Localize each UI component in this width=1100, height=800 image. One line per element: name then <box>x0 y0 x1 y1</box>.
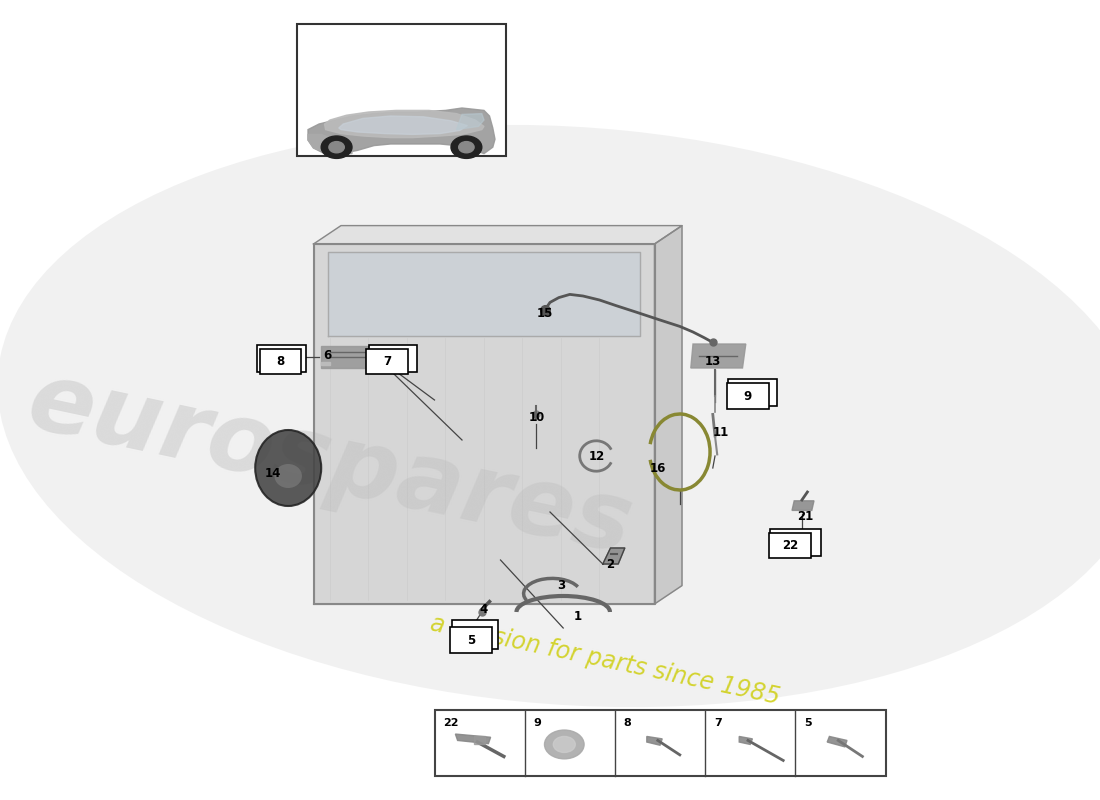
Circle shape <box>321 136 352 158</box>
FancyBboxPatch shape <box>769 533 811 558</box>
Polygon shape <box>456 114 484 130</box>
Polygon shape <box>691 344 746 368</box>
Polygon shape <box>368 362 376 365</box>
Polygon shape <box>339 116 468 134</box>
Polygon shape <box>321 346 376 368</box>
Ellipse shape <box>255 430 321 506</box>
Text: 7: 7 <box>383 355 392 368</box>
Text: 21: 21 <box>798 510 813 522</box>
Text: 9: 9 <box>744 390 752 402</box>
Circle shape <box>459 142 474 153</box>
Polygon shape <box>308 108 495 154</box>
Text: 16: 16 <box>650 462 666 474</box>
Polygon shape <box>328 252 640 336</box>
FancyBboxPatch shape <box>366 349 408 374</box>
Polygon shape <box>314 244 654 604</box>
FancyBboxPatch shape <box>368 345 417 372</box>
Text: 13: 13 <box>705 355 720 368</box>
Text: 15: 15 <box>537 307 552 320</box>
Text: a passion for parts since 1985: a passion for parts since 1985 <box>428 611 782 709</box>
Text: 10: 10 <box>529 411 544 424</box>
Polygon shape <box>308 134 352 154</box>
FancyBboxPatch shape <box>257 345 306 372</box>
Text: 5: 5 <box>804 718 812 728</box>
Ellipse shape <box>0 125 1100 707</box>
Polygon shape <box>792 501 814 510</box>
Text: eurospares: eurospares <box>20 354 640 574</box>
FancyBboxPatch shape <box>450 627 492 653</box>
Text: 5: 5 <box>466 634 475 646</box>
Polygon shape <box>647 737 662 746</box>
Text: 2: 2 <box>606 558 615 570</box>
Text: 6: 6 <box>323 350 332 362</box>
FancyBboxPatch shape <box>728 379 777 406</box>
Text: 4: 4 <box>480 603 488 616</box>
FancyBboxPatch shape <box>727 383 769 409</box>
Text: 22: 22 <box>443 718 459 728</box>
Circle shape <box>553 737 575 753</box>
FancyBboxPatch shape <box>434 710 886 776</box>
FancyBboxPatch shape <box>452 620 498 649</box>
FancyBboxPatch shape <box>260 349 301 374</box>
FancyBboxPatch shape <box>770 529 821 556</box>
Text: 8: 8 <box>624 718 631 728</box>
Polygon shape <box>324 110 484 138</box>
Text: 1: 1 <box>573 610 582 622</box>
Polygon shape <box>321 362 330 365</box>
Polygon shape <box>314 226 682 244</box>
Text: 3: 3 <box>557 579 565 592</box>
Text: 12: 12 <box>590 450 605 462</box>
Text: 7: 7 <box>714 718 722 728</box>
Polygon shape <box>474 736 485 744</box>
Polygon shape <box>654 226 682 604</box>
Polygon shape <box>739 737 752 745</box>
Text: 9: 9 <box>534 718 541 728</box>
FancyBboxPatch shape <box>297 24 506 156</box>
Ellipse shape <box>275 464 301 488</box>
Polygon shape <box>603 548 625 564</box>
Circle shape <box>451 136 482 158</box>
Circle shape <box>544 730 584 759</box>
Polygon shape <box>827 737 847 747</box>
Text: 14: 14 <box>265 467 280 480</box>
Text: 11: 11 <box>713 426 728 438</box>
Text: 22: 22 <box>782 539 797 552</box>
Text: 8: 8 <box>276 355 285 368</box>
Circle shape <box>329 142 344 153</box>
Polygon shape <box>455 734 491 744</box>
